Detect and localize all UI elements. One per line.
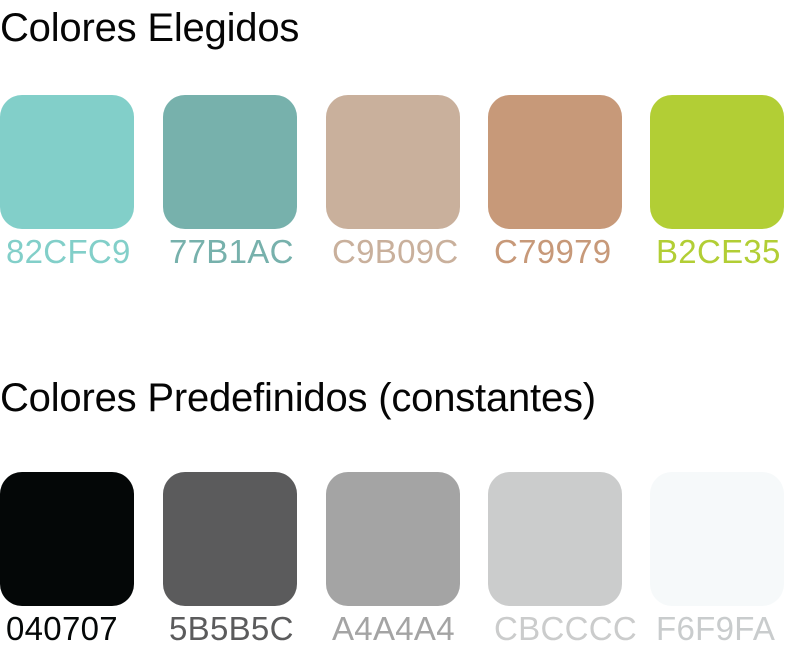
chosen-colors-palette: 82CFC9 77B1AC C9B09C C79979 B2CE35 [0, 95, 792, 285]
swatch-item: C79979 [488, 95, 624, 285]
color-code-label: F6F9FA [656, 610, 776, 647]
swatch-item: 5B5B5C [163, 472, 299, 662]
swatch-item: CBCCCC [488, 472, 637, 662]
color-swatch [650, 472, 784, 606]
color-swatch [326, 472, 460, 606]
color-swatch [326, 95, 460, 229]
section-title-predefined-colors: Colores Predefinidos (constantes) [0, 376, 596, 420]
swatch-item: 040707 [0, 472, 136, 662]
color-swatch [0, 95, 134, 229]
color-swatch [163, 95, 297, 229]
swatch-item: 82CFC9 [0, 95, 136, 285]
swatch-item: B2CE35 [650, 95, 786, 285]
color-code-label: B2CE35 [656, 233, 781, 270]
color-code-label: 82CFC9 [6, 233, 131, 270]
section-title-chosen-colors: Colores Elegidos [0, 6, 300, 50]
color-code-label: 040707 [6, 610, 118, 647]
color-swatch [163, 472, 297, 606]
color-swatch [488, 472, 622, 606]
swatch-item: 77B1AC [163, 95, 299, 285]
color-code-label: A4A4A4 [332, 610, 455, 647]
color-code-label: CBCCCC [494, 610, 637, 647]
color-code-label: 5B5B5C [169, 610, 294, 647]
color-code-label: C9B09C [332, 233, 459, 270]
color-code-label: 77B1AC [169, 233, 294, 270]
swatch-item: C9B09C [326, 95, 462, 285]
color-code-label: C79979 [494, 233, 612, 270]
predefined-colors-palette: 040707 5B5B5C A4A4A4 CBCCCC F6F9FA [0, 472, 792, 662]
swatch-item: A4A4A4 [326, 472, 462, 662]
color-swatch [488, 95, 622, 229]
swatch-item: F6F9FA [650, 472, 786, 662]
color-swatch [0, 472, 134, 606]
color-swatch [650, 95, 784, 229]
